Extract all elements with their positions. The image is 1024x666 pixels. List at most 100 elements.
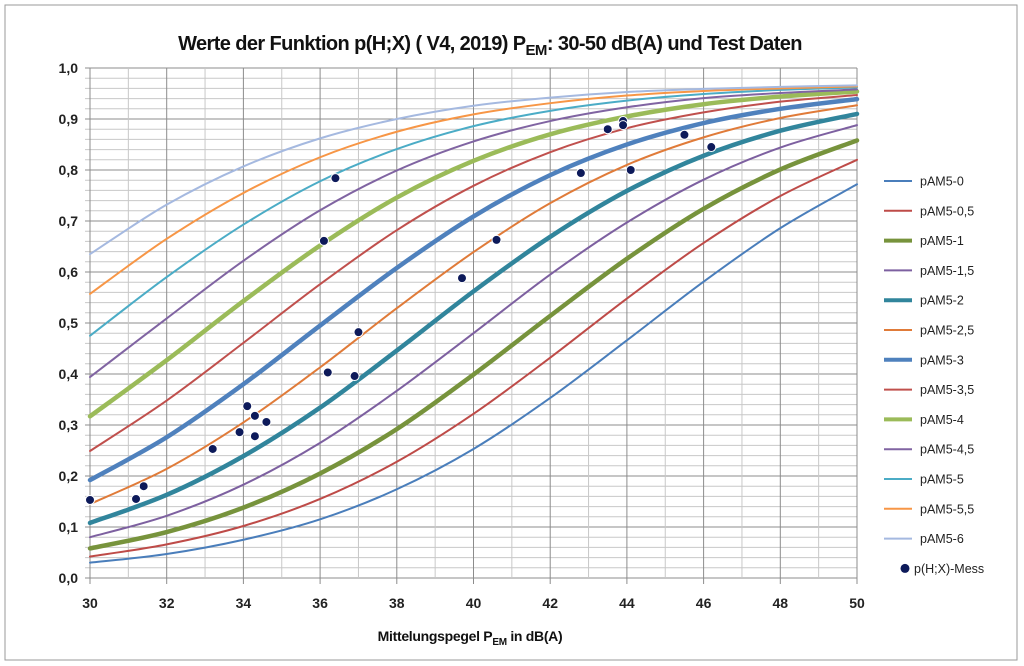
series-line-pam5-4 bbox=[87, 89, 860, 419]
data-point bbox=[318, 235, 329, 246]
legend-item: pAM5-6 bbox=[884, 532, 964, 546]
y-tick-label: 0,9 bbox=[59, 111, 79, 127]
series-line-pam5-4-5 bbox=[89, 88, 858, 379]
y-tick-label: 1,0 bbox=[59, 60, 79, 76]
legend-item: pAM5-5 bbox=[884, 473, 964, 487]
legend-item: pAM5-3 bbox=[884, 353, 964, 367]
data-point bbox=[456, 273, 467, 284]
data-point bbox=[322, 367, 333, 378]
data-point bbox=[85, 494, 95, 505]
data-point bbox=[261, 416, 272, 427]
chart-title: Werte der Funktion p(H;X) ( V4, 2019) PE… bbox=[178, 33, 802, 59]
legend-label: pAM5-3,5 bbox=[920, 383, 974, 397]
y-tick-label: 0,0 bbox=[59, 570, 79, 586]
data-point bbox=[706, 142, 717, 153]
legend-label: pAM5-4 bbox=[920, 413, 964, 427]
legend-label: pAM5-2 bbox=[920, 294, 964, 308]
data-point bbox=[242, 401, 253, 412]
series-line-pam5-6 bbox=[89, 84, 858, 256]
data-point bbox=[618, 120, 629, 131]
title-subscript: EM bbox=[526, 42, 547, 59]
y-tick-label: 0,1 bbox=[59, 519, 79, 535]
series-lines bbox=[87, 84, 860, 564]
y-tick-label: 0,3 bbox=[59, 417, 79, 433]
legend-item: pAM5-4 bbox=[884, 413, 964, 427]
series-line-pam5-1 bbox=[87, 138, 860, 551]
x-tick-label: 48 bbox=[773, 595, 789, 611]
y-tick-label: 0,6 bbox=[59, 264, 79, 280]
legend-item: pAM5-4,5 bbox=[884, 443, 974, 457]
data-point bbox=[207, 443, 218, 454]
legend-label: pAM5-2,5 bbox=[920, 324, 974, 338]
series-line-pam5-0-5 bbox=[89, 158, 858, 558]
legend-label: pAM5-6 bbox=[920, 532, 964, 546]
series-line-pam5-3-5 bbox=[89, 94, 858, 453]
legend-item: pAM5-1 bbox=[884, 234, 964, 248]
legend-label: pAM5-1,5 bbox=[920, 264, 974, 278]
legend-label: pAM5-3 bbox=[920, 353, 964, 367]
x-tick-label: 30 bbox=[82, 595, 98, 611]
legend-marker bbox=[900, 563, 910, 573]
legend-label: pAM5-0 bbox=[920, 175, 964, 189]
x-axis-ticks: 30 32 34 36 38 40 42 44 46 48 50 bbox=[82, 595, 865, 611]
chart-frame bbox=[4, 4, 1018, 661]
y-axis-ticks: 0,0 0,1 0,2 0,3 0,4 0,5 0,6 0,7 0,8 0,9 1,0 bbox=[59, 60, 79, 586]
data-point bbox=[602, 124, 613, 135]
series-line-pam5-1-5 bbox=[89, 124, 858, 539]
legend-label: pAM5-5,5 bbox=[920, 502, 974, 516]
legend: pAM5-0 pAM5-0,5 pAM5-1 pAM5-1,5 pAM5-2 pAM5-2… bbox=[884, 175, 984, 576]
title-part-1: Werte der Funktion p(H;X) ( V4, 2019) P bbox=[178, 33, 526, 55]
legend-label: pAM5-5 bbox=[920, 473, 964, 487]
data-point bbox=[131, 493, 142, 504]
data-point bbox=[330, 173, 341, 184]
x-tick-label: 32 bbox=[159, 595, 175, 611]
legend-item: p(H;X)-Mess bbox=[900, 562, 984, 576]
data-point bbox=[234, 427, 245, 438]
legend-label: pAM5-4,5 bbox=[920, 443, 974, 457]
data-point bbox=[249, 431, 260, 442]
y-tick-label: 0,5 bbox=[59, 315, 79, 331]
series-line-pam5-2 bbox=[87, 111, 860, 526]
series-line-pam5-0 bbox=[89, 183, 858, 564]
title-part-2: : 30-50 dB(A) und Test Daten bbox=[547, 33, 802, 55]
x-tick-label: 42 bbox=[542, 595, 558, 611]
legend-item: pAM5-1,5 bbox=[884, 264, 974, 278]
x-axis-title: Mittelungspegel PEM in dB(A) bbox=[378, 628, 563, 648]
x-tick-label: 34 bbox=[236, 595, 252, 611]
legend-item: pAM5-3,5 bbox=[884, 383, 974, 397]
y-tick-label: 0,4 bbox=[59, 366, 79, 382]
series-line-pam5-5 bbox=[89, 86, 858, 337]
legend-label: pAM5-1 bbox=[920, 234, 964, 248]
data-point bbox=[575, 168, 586, 179]
x-tick-label: 50 bbox=[849, 595, 865, 611]
xlabel-subscript: EM bbox=[492, 637, 506, 648]
data-point bbox=[249, 410, 260, 421]
series-line-pam5-5-5 bbox=[89, 85, 858, 295]
series-line-pam5-3 bbox=[87, 96, 860, 483]
xlabel-part-2: in dB(A) bbox=[507, 628, 563, 644]
data-point bbox=[491, 234, 502, 245]
x-tick-label: 40 bbox=[466, 595, 482, 611]
data-point bbox=[679, 129, 690, 140]
x-tick-label: 38 bbox=[389, 595, 405, 611]
data-point bbox=[138, 481, 149, 492]
legend-item: pAM5-2 bbox=[884, 294, 964, 308]
y-tick-label: 0,7 bbox=[59, 213, 79, 229]
x-tick-label: 46 bbox=[696, 595, 712, 611]
x-tick-label: 36 bbox=[312, 595, 328, 611]
y-tick-label: 0,2 bbox=[59, 468, 79, 484]
legend-item: pAM5-5,5 bbox=[884, 502, 974, 516]
legend-label: pAM5-0,5 bbox=[920, 204, 974, 218]
legend-item: pAM5-2,5 bbox=[884, 324, 974, 338]
series-line-pam5-2-5 bbox=[89, 104, 858, 506]
data-point bbox=[353, 327, 364, 338]
data-point bbox=[625, 165, 636, 175]
xlabel-part-1: Mittelungspegel P bbox=[378, 628, 493, 644]
y-tick-label: 0,8 bbox=[59, 162, 79, 178]
legend-item: pAM5-0 bbox=[884, 175, 964, 189]
x-tick-label: 44 bbox=[619, 595, 635, 611]
scatter-points bbox=[85, 116, 717, 505]
legend-label: p(H;X)-Mess bbox=[914, 562, 984, 576]
legend-item: pAM5-0,5 bbox=[884, 204, 974, 218]
